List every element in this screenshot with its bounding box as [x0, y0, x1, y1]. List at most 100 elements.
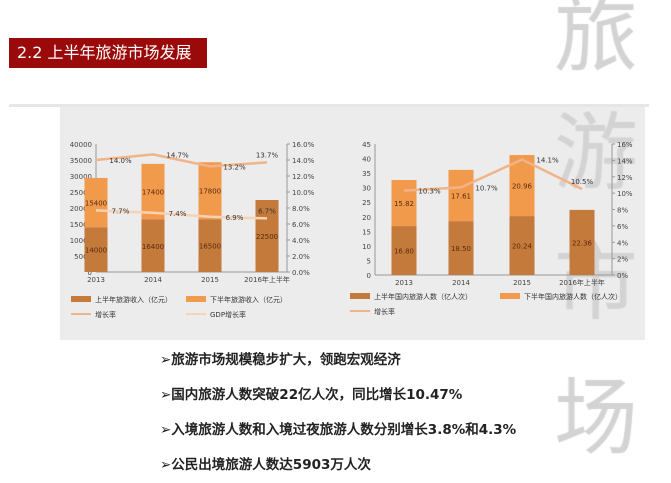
bar-data-label: 17800 [199, 188, 221, 196]
y-tick-label: 20000 [70, 205, 92, 213]
bar-upper [141, 163, 165, 220]
y-tick-label: 15000 [70, 221, 92, 229]
y-tick-label: 35000 [70, 157, 92, 165]
line-data-label: 6.7% [258, 207, 276, 215]
x-tick-label: 2016年上半年 [559, 278, 605, 287]
line-growth [95, 153, 268, 168]
y2-tick-label: 2.0% [292, 253, 310, 261]
x-tick-label: 2016年上半年 [244, 275, 290, 284]
watermark-image [546, 0, 646, 483]
slide-title: 2.2 上半年旅游市场发展情况 [9, 38, 207, 92]
line-data-label: 10.5% [571, 178, 594, 186]
y-tick-label: 40000 [70, 141, 92, 149]
legend-label: 增长率 [95, 310, 116, 319]
bar-data-label: 14000 [85, 247, 107, 255]
legend-label: 上半年旅游收入（亿元） [95, 295, 172, 304]
x-tick-label: 2013 [87, 276, 105, 284]
y-tick-label: 10000 [70, 237, 92, 245]
y-tick-label: 0 [88, 269, 92, 277]
bar-data-label: 15.82 [394, 200, 414, 208]
y-tick-label: 40 [362, 156, 371, 164]
legend-swatch [350, 293, 370, 299]
y2-tick-label: 16% [617, 141, 633, 149]
legend-swatch [500, 293, 520, 299]
line-data-label: 6.9% [226, 214, 244, 222]
y-tick-label: 0 [367, 272, 371, 280]
y-tick-label: 10 [362, 243, 371, 251]
line-growth [403, 158, 583, 192]
legend-swatch [186, 296, 206, 302]
y2-tick-label: 14.0% [292, 157, 315, 165]
y-tick-label: 45 [362, 141, 371, 149]
bar-lower [448, 221, 474, 275]
bullet: ➢旅游市场规模稳步扩大，领跑宏观经济 [160, 352, 401, 368]
legend-label: GDP增长率 [210, 310, 246, 319]
line-data-label: 7.7% [112, 207, 130, 215]
x-tick-label: 2014 [144, 276, 162, 284]
bar-data-label: 20.96 [512, 183, 533, 191]
bullet-list: ➢旅游市场规模稳步扩大，领跑宏观经济 ➢国内旅游人数突破22亿人次，同比增长10… [160, 348, 516, 483]
y2-tick-label: 8% [617, 207, 628, 215]
line-gdp [95, 209, 268, 220]
bar-data-label: 16.80 [394, 248, 414, 256]
y-tick-label: 20 [362, 214, 371, 222]
bar-upper [509, 155, 535, 217]
y-tick-label: 30000 [70, 173, 92, 181]
y2-tick-label: 0% [617, 272, 628, 280]
y2-tick-label: 12% [617, 174, 633, 182]
bar-data-label: 17400 [142, 189, 164, 197]
y2-tick-label: 16.0% [292, 141, 315, 149]
y-tick-label: 25 [362, 199, 371, 207]
line-data-label: 14.7% [166, 151, 189, 159]
y2-tick-label: 6.0% [292, 221, 310, 229]
legend-label: 增长率 [374, 307, 395, 316]
y2-tick-label: 14% [617, 157, 633, 165]
legend-label: 下半年国内旅游人数（亿人次） [524, 292, 622, 301]
y2-tick-label: 10% [617, 190, 633, 198]
bullet: ➢国内旅游人数突破22亿人次，同比增长10.47% [160, 387, 463, 403]
bar-lower [198, 219, 222, 272]
bar-lower [391, 226, 417, 275]
y2-tick-label: 0.0% [292, 269, 310, 277]
y-tick-label: 30 [362, 185, 371, 193]
bar-data-label: 15400 [85, 200, 107, 208]
y2-tick-label: 6% [617, 223, 628, 231]
bar-lower [509, 216, 535, 275]
line-data-label: 10.7% [475, 184, 498, 192]
bar-data-label: 18.50 [451, 245, 471, 253]
bar-data-label: 22.36 [572, 239, 593, 247]
bar-data-label: 20.24 [512, 243, 533, 251]
bar-upper [448, 169, 474, 222]
line-data-label: 14.1% [536, 157, 559, 165]
x-tick-label: 2015 [201, 276, 219, 284]
legend-swatch [71, 296, 91, 302]
bar-lower [84, 227, 108, 272]
bar-upper [84, 177, 108, 228]
x-tick-label: 2015 [513, 279, 531, 287]
bar-data-label: 22500 [256, 233, 278, 241]
x-tick-label: 2013 [395, 279, 413, 287]
y2-tick-label: 8.0% [292, 205, 310, 213]
y2-tick-label: 2% [617, 256, 628, 264]
y-tick-label: 5000 [74, 253, 92, 261]
y-tick-label: 15 [362, 228, 371, 236]
line-data-label: 10.3% [418, 188, 441, 196]
bar-lower [569, 209, 595, 275]
y-tick-label: 35 [362, 170, 371, 178]
line-data-label: 13.7% [256, 151, 279, 159]
bar-upper [391, 180, 417, 227]
bullet: ➢公民出境旅游人数达5903万人次 [160, 457, 371, 473]
y2-tick-label: 4% [617, 239, 628, 247]
bar-data-label: 17.61 [451, 193, 471, 201]
y2-tick-label: 4.0% [292, 237, 310, 245]
legend-label: 上半年国内旅游人数（亿人次） [374, 292, 472, 301]
bar-lower [141, 219, 165, 272]
line-data-label: 14.0% [109, 157, 132, 165]
bar-data-label: 16400 [142, 243, 164, 251]
line-data-label: 13.2% [223, 163, 246, 171]
line-data-label: 7.4% [169, 210, 187, 218]
bullet: ➢入境旅游人数和入境过夜旅游人数分别增长3.8%和4.3% [160, 422, 517, 438]
y2-tick-label: 10.0% [292, 189, 315, 197]
